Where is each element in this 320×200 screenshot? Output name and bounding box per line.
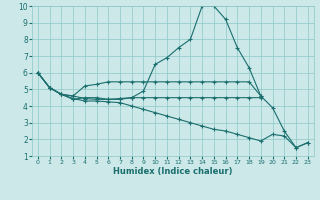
X-axis label: Humidex (Indice chaleur): Humidex (Indice chaleur) [113, 167, 233, 176]
